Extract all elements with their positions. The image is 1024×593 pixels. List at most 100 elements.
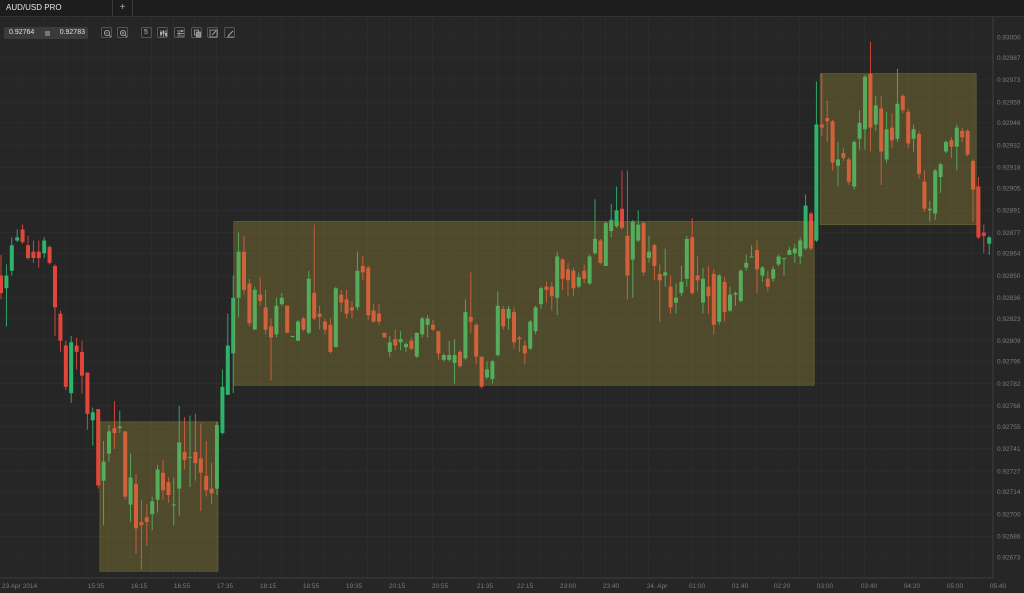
candle-body [711,273,716,325]
candle [269,318,273,381]
candle [296,320,300,341]
candle-body [674,297,678,303]
candle [852,140,857,190]
candle [625,170,630,300]
candle-body [112,428,117,433]
x-tick-label: 16:55 [174,583,191,590]
tab-aud-usd-pro[interactable]: AUD/USD PRO [0,0,113,16]
candle-body [890,127,894,141]
candle [598,238,603,265]
candle-body [512,312,516,343]
candle-body [182,452,187,460]
consolidation-range-box [819,73,977,226]
zoom-in-button[interactable] [117,27,128,38]
x-tick-label: 01:40 [732,583,749,590]
candle [582,264,587,284]
candle-body [668,286,673,308]
candle [425,315,430,338]
candle-body [225,345,230,395]
y-tick-label: 0.93000 [997,34,1021,41]
candle [539,286,543,309]
x-tick-label: 20:55 [432,583,449,590]
y-tick-label: 0.92932 [997,142,1021,149]
zoom-out-button[interactable] [101,27,112,38]
candle-body [566,269,570,281]
indicators-button[interactable] [174,27,185,38]
candle-body [263,307,268,330]
candle-body [474,324,479,357]
candle [846,157,851,185]
candle [69,335,74,403]
candle-body [981,232,986,236]
candle-body [333,288,338,348]
candle [177,405,182,516]
candle-body [744,262,749,268]
candle [36,240,41,268]
candle [593,199,597,255]
candle-body [495,305,500,356]
candle [20,224,25,244]
candle-body [144,517,149,523]
candle [414,332,419,359]
pencil-icon [227,30,234,38]
candle-body [798,240,803,257]
candle [933,168,938,220]
y-tick-label: 0.92673 [997,554,1021,561]
candle-body [528,321,533,349]
candle-body [371,310,376,322]
chart-type-button[interactable] [157,27,168,38]
candle-body [382,332,387,338]
candle-body [128,477,133,505]
candle-body [917,134,921,174]
candle [252,286,257,330]
candle [857,110,862,150]
candle-body [755,250,759,270]
candle-body [209,488,214,494]
candle-body [420,318,425,335]
candle-body [971,161,975,190]
candle-body [522,345,527,354]
candle-body [20,229,25,243]
drawing-button[interactable] [207,27,218,38]
candle [398,331,403,351]
candle-body [387,342,392,352]
candle-body [69,342,74,394]
candle-body [404,343,408,348]
candle [123,431,128,500]
add-tab-button[interactable]: + [113,0,133,16]
candle [711,269,716,335]
candle [663,248,668,287]
candle [85,372,90,430]
candle-body [301,318,306,330]
candle [317,305,322,330]
pencil-button[interactable] [224,27,235,38]
chart-toolbar: 0.92764 0.92783 5 [0,25,260,41]
candle-body [409,340,414,349]
candle [944,140,948,154]
candle [755,240,759,294]
candle-body [296,321,300,341]
candle [954,124,959,171]
candle-body [657,273,662,281]
candle [587,254,592,286]
candle-body [161,472,165,491]
candle [717,273,722,325]
candle-body [571,270,576,289]
candle-body [90,412,95,421]
templates-button[interactable] [191,27,202,38]
candle [485,361,489,379]
candle [274,297,279,338]
candle [636,210,641,243]
candle-body [954,127,959,147]
candlestick-chart[interactable]: 0.93000 0.92987 0.92973 0.92959 0.92946 0.929… [0,17,1024,593]
indicators-icon [177,30,184,37]
candle-body [290,335,295,337]
candle [220,369,225,435]
candle-body [749,256,754,258]
candle-body [441,355,446,360]
candle [80,340,84,394]
timeframe-button[interactable]: 5 [141,27,152,38]
candle [603,221,608,266]
candle [782,258,786,276]
candle-body [906,111,911,144]
